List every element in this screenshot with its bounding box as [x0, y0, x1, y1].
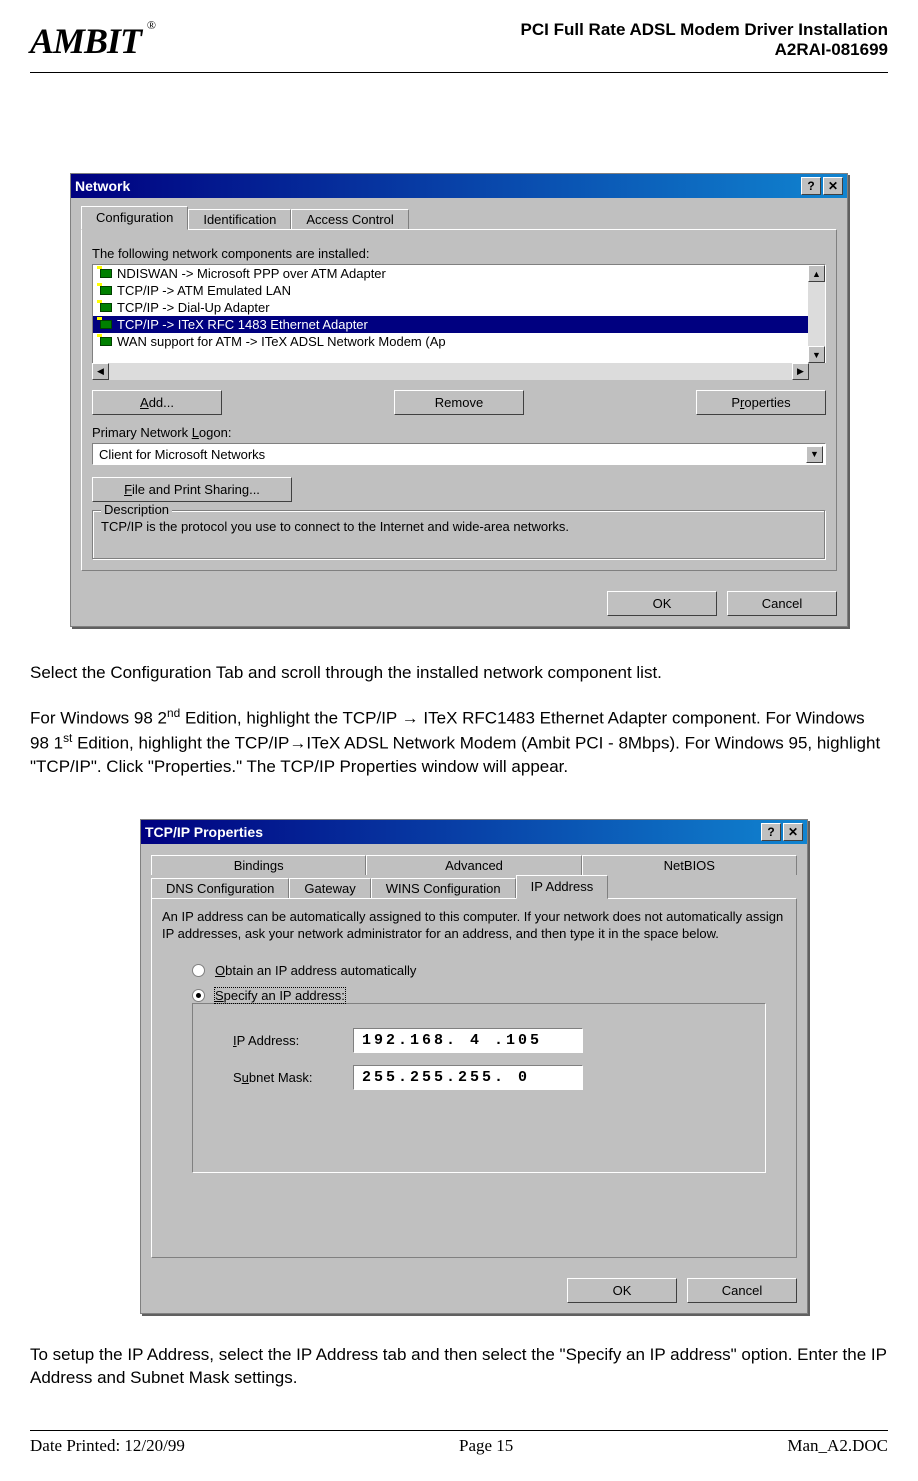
network-titlebar: Network ? ✕: [71, 174, 847, 198]
vertical-scrollbar[interactable]: ▲ ▼: [808, 265, 825, 363]
logon-value: Client for Microsoft Networks: [99, 447, 265, 462]
file-print-button[interactable]: File and Print Sharing...: [92, 477, 292, 502]
ip-address-label: IP Address:: [233, 1033, 353, 1048]
network-icon: [97, 283, 113, 298]
tab-netbios[interactable]: NetBIOS: [582, 855, 797, 875]
remove-button[interactable]: Remove: [394, 390, 524, 415]
scroll-track[interactable]: [808, 282, 825, 346]
titlebar-buttons: ? ✕: [761, 823, 803, 841]
help-button[interactable]: ?: [761, 823, 781, 841]
footer-divider: [30, 1430, 888, 1431]
radio-specify-label: Specify an IP address:: [215, 988, 345, 1003]
tab-configuration[interactable]: Configuration: [81, 206, 188, 230]
network-icon: [97, 266, 113, 281]
description-text: TCP/IP is the protocol you use to connec…: [101, 519, 817, 536]
tab-identification[interactable]: Identification: [188, 209, 291, 229]
ok-button[interactable]: OK: [567, 1278, 677, 1303]
tab-gateway[interactable]: Gateway: [289, 878, 370, 898]
header-divider: [30, 72, 888, 73]
ip-intro-text: An IP address can be automatically assig…: [162, 909, 786, 943]
component-buttons: Add... Remove Properties: [92, 390, 826, 415]
network-title: Network: [75, 178, 130, 194]
page-footer: Date Printed: 12/20/99 Page 15 Man_A2.DO…: [30, 1436, 888, 1456]
scroll-track-h[interactable]: [109, 363, 792, 380]
doc-subtitle: A2RAI-081699: [521, 40, 888, 60]
list-item[interactable]: TCP/IP -> Dial-Up Adapter: [93, 299, 808, 316]
network-tabs: Configuration Identification Access Cont…: [81, 206, 837, 229]
network-footer: OK Cancel: [71, 581, 847, 626]
tcpip-tabs-row2: DNS Configuration Gateway WINS Configura…: [151, 875, 797, 898]
list-item-selected[interactable]: TCP/IP -> ITeX RFC 1483 Ethernet Adapter: [93, 316, 808, 333]
close-button[interactable]: ✕: [823, 177, 843, 195]
tcpip-body: Bindings Advanced NetBIOS DNS Configurat…: [141, 844, 807, 1268]
tcpip-tabpanel: An IP address can be automatically assig…: [151, 898, 797, 1258]
scroll-left-button[interactable]: ◀: [92, 363, 109, 380]
ip-address-input[interactable]: 192.168. 4 .105: [353, 1028, 583, 1053]
cancel-button[interactable]: Cancel: [687, 1278, 797, 1303]
logon-combo[interactable]: Client for Microsoft Networks ▼: [92, 443, 826, 465]
network-tabpanel: The following network components are ins…: [81, 229, 837, 571]
instruction-paragraph-1: Select the Configuration Tab and scroll …: [30, 662, 888, 685]
list-item[interactable]: WAN support for ATM -> ITeX ADSL Network…: [93, 333, 808, 350]
scroll-corner: [809, 363, 826, 380]
description-groupbox: Description TCP/IP is the protocol you u…: [92, 510, 826, 560]
network-body: Configuration Identification Access Cont…: [71, 198, 847, 581]
description-label: Description: [101, 502, 172, 517]
tab-bindings[interactable]: Bindings: [151, 855, 366, 875]
network-icon: [97, 334, 113, 349]
list-item[interactable]: TCP/IP -> ATM Emulated LAN: [93, 282, 808, 299]
ip-address-row: IP Address: 192.168. 4 .105: [233, 1028, 745, 1053]
ip-group: IP Address: 192.168. 4 .105 Subnet Mask:…: [192, 1003, 766, 1173]
radio-obtain-row[interactable]: Obtain an IP address automatically: [192, 963, 786, 978]
subnet-mask-input[interactable]: 255.255.255. 0: [353, 1065, 583, 1090]
tcpip-tabs-row1: Bindings Advanced NetBIOS: [151, 852, 797, 875]
instruction-paragraph-3: To setup the IP Address, select the IP A…: [30, 1344, 888, 1390]
help-button[interactable]: ?: [801, 177, 821, 195]
network-icon: [97, 317, 113, 332]
scroll-right-button[interactable]: ▶: [792, 363, 809, 380]
network-dialog: Network ? ✕ Configuration Identification…: [70, 173, 848, 627]
close-button[interactable]: ✕: [783, 823, 803, 841]
footer-page: Page 15: [459, 1436, 513, 1456]
tab-ipaddress[interactable]: IP Address: [516, 875, 609, 899]
subnet-mask-row: Subnet Mask: 255.255.255. 0: [233, 1065, 745, 1090]
scroll-down-button[interactable]: ▼: [808, 346, 825, 363]
cancel-button[interactable]: Cancel: [727, 591, 837, 616]
radio-specify-row[interactable]: Specify an IP address:: [192, 988, 786, 1003]
radio-obtain-label: Obtain an IP address automatically: [215, 963, 416, 978]
tcpip-title: TCP/IP Properties: [145, 824, 263, 840]
page-header: AMBIT ® PCI Full Rate ADSL Modem Driver …: [30, 20, 888, 62]
properties-button[interactable]: Properties: [696, 390, 826, 415]
ok-button[interactable]: OK: [607, 591, 717, 616]
footer-date: Date Printed: 12/20/99: [30, 1436, 185, 1456]
radio-obtain[interactable]: [192, 964, 205, 977]
header-titles: PCI Full Rate ADSL Modem Driver Installa…: [521, 20, 888, 60]
titlebar-buttons: ? ✕: [801, 177, 843, 195]
listbox-items: NDISWAN -> Microsoft PPP over ATM Adapte…: [93, 265, 808, 363]
tab-0[interactable]: Access Control: [291, 209, 408, 229]
tcpip-footer: OK Cancel: [141, 1268, 807, 1313]
footer-doc: Man_A2.DOC: [787, 1436, 888, 1456]
components-label: The following network components are ins…: [92, 246, 826, 261]
add-button[interactable]: Add...: [92, 390, 222, 415]
tcpip-dialog: TCP/IP Properties ? ✕ Bindings Advanced …: [140, 819, 808, 1314]
list-item[interactable]: NDISWAN -> Microsoft PPP over ATM Adapte…: [93, 265, 808, 282]
logo-text: AMBIT: [30, 21, 141, 61]
instruction-paragraph-2: For Windows 98 2nd Edition, highlight th…: [30, 705, 888, 779]
components-listbox[interactable]: NDISWAN -> Microsoft PPP over ATM Adapte…: [92, 264, 826, 364]
registered-mark: ®: [147, 18, 155, 33]
tab-wins[interactable]: WINS Configuration: [371, 878, 516, 898]
logon-label: Primary Network Logon:: [92, 425, 826, 440]
network-icon: [97, 300, 113, 315]
combo-dropdown-button[interactable]: ▼: [806, 446, 823, 463]
radio-specify[interactable]: [192, 989, 205, 1002]
logo: AMBIT ®: [30, 20, 141, 62]
subnet-mask-label: Subnet Mask:: [233, 1070, 353, 1085]
doc-title: PCI Full Rate ADSL Modem Driver Installa…: [521, 20, 888, 40]
tab-advanced[interactable]: Advanced: [366, 855, 581, 875]
scroll-up-button[interactable]: ▲: [808, 265, 825, 282]
tab-dns[interactable]: DNS Configuration: [151, 878, 289, 898]
tcpip-titlebar: TCP/IP Properties ? ✕: [141, 820, 807, 844]
horizontal-scrollbar[interactable]: ◀ ▶: [92, 363, 826, 380]
